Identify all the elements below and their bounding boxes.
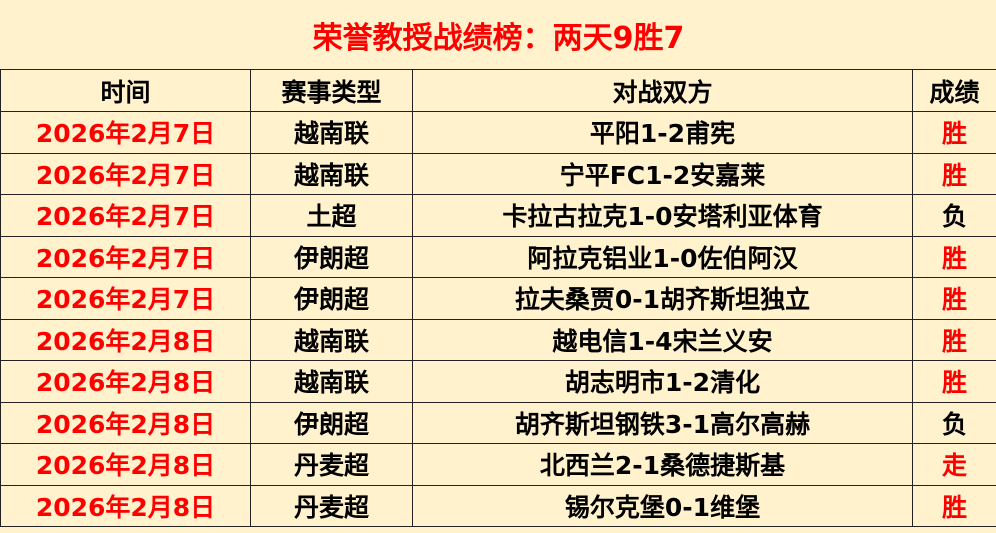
- league-cell: 越南联: [250, 318, 413, 361]
- match-cell: 阿拉克铝业1-0佐伯阿汉: [412, 235, 913, 278]
- match-cell: 拉夫桑贾0-1胡齐斯坦独立: [412, 277, 913, 320]
- result-cell: 胜: [912, 360, 996, 403]
- league-cell: 伊朗超: [250, 401, 413, 444]
- match-cell: 胡志明市1-2清化: [412, 360, 913, 403]
- date-cell: 2026年2月8日: [0, 360, 251, 403]
- table-row: 2026年2月8日 丹麦超 北西兰2-1桑德捷斯基走: [0, 443, 996, 486]
- match-cell: 卡拉古拉克1-0安塔利亚体育: [412, 194, 913, 237]
- result-cell: 胜: [912, 152, 996, 195]
- date-cell: 2026年2月7日: [0, 194, 251, 237]
- page-title: 荣誉教授战绩榜：两天9胜7: [0, 0, 996, 70]
- date-cell: 2026年2月7日: [0, 277, 251, 320]
- header-match: 对战双方: [412, 69, 913, 112]
- match-cell: 北西兰2-1桑德捷斯基: [412, 443, 913, 486]
- league-cell: 越南联: [250, 360, 413, 403]
- match-cell: 平阳1-2甫宪: [412, 111, 913, 154]
- table-row: 2026年2月7日 伊朗超 拉夫桑贾0-1胡齐斯坦独立胜: [0, 277, 996, 320]
- match-cell: 锡尔克堡0-1维堡: [412, 484, 913, 527]
- result-cell: 走: [912, 443, 996, 486]
- result-cell: 胜: [912, 235, 996, 278]
- league-cell: 越南联: [250, 152, 413, 195]
- header-date: 时间: [0, 69, 251, 112]
- result-cell: 胜: [912, 111, 996, 154]
- header-row: 时间 赛事类型 对战双方 成绩: [0, 69, 996, 112]
- date-cell: 2026年2月7日: [0, 235, 251, 278]
- header-result: 成绩: [912, 69, 996, 112]
- date-cell: 2026年2月7日: [0, 152, 251, 195]
- date-cell: 2026年2月8日: [0, 484, 251, 527]
- league-cell: 土超: [250, 194, 413, 237]
- date-cell: 2026年2月7日: [0, 111, 251, 154]
- result-cell: 胜: [912, 484, 996, 527]
- table-row: 2026年2月7日 土超 卡拉古拉克1-0安塔利亚体育负: [0, 194, 996, 237]
- date-cell: 2026年2月8日: [0, 318, 251, 361]
- result-cell: 负: [912, 401, 996, 444]
- table-row: 2026年2月8日 越南联 越电信1-4宋兰义安胜: [0, 318, 996, 361]
- date-cell: 2026年2月8日: [0, 401, 251, 444]
- table-row: 2026年2月7日 伊朗超 阿拉克铝业1-0佐伯阿汉胜: [0, 235, 996, 278]
- result-cell: 胜: [912, 318, 996, 361]
- result-cell: 胜: [912, 277, 996, 320]
- league-cell: 伊朗超: [250, 235, 413, 278]
- table-row: 2026年2月8日 伊朗超 胡齐斯坦钢铁3-1高尔高赫负: [0, 401, 996, 444]
- league-cell: 丹麦超: [250, 443, 413, 486]
- league-cell: 越南联: [250, 111, 413, 154]
- match-cell: 胡齐斯坦钢铁3-1高尔高赫: [412, 401, 913, 444]
- table-row: 2026年2月7日 越南联 平阳1-2甫宪胜: [0, 111, 996, 154]
- table-row: 2026年2月7日 越南联 宁平FC1-2安嘉莱胜: [0, 152, 996, 195]
- date-cell: 2026年2月8日: [0, 443, 251, 486]
- table-row: 2026年2月8日 越南联 胡志明市1-2清化胜: [0, 360, 996, 403]
- match-cell: 宁平FC1-2安嘉莱: [412, 152, 913, 195]
- league-cell: 丹麦超: [250, 484, 413, 527]
- header-league: 赛事类型: [250, 69, 413, 112]
- league-cell: 伊朗超: [250, 277, 413, 320]
- result-cell: 负: [912, 194, 996, 237]
- match-cell: 越电信1-4宋兰义安: [412, 318, 913, 361]
- table-row: 2026年2月8日 丹麦超 锡尔克堡0-1维堡胜: [0, 484, 996, 527]
